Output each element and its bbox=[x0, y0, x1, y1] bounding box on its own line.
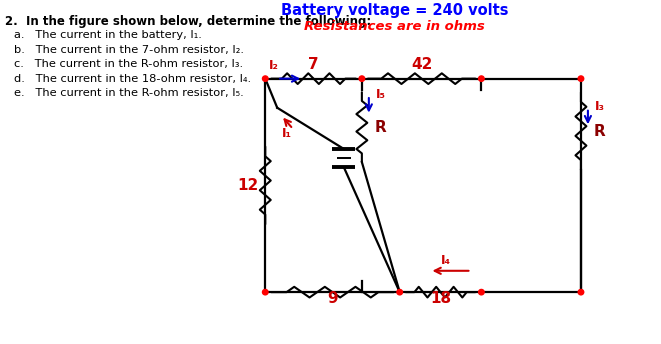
Text: Resistances are in ohms: Resistances are in ohms bbox=[304, 20, 485, 33]
Text: I₂: I₂ bbox=[269, 59, 279, 72]
Circle shape bbox=[479, 76, 484, 82]
Circle shape bbox=[262, 76, 268, 82]
Text: a.   The current in the battery, I₁.: a. The current in the battery, I₁. bbox=[15, 30, 202, 40]
Circle shape bbox=[397, 289, 403, 295]
Circle shape bbox=[578, 76, 584, 82]
Circle shape bbox=[479, 289, 484, 295]
Text: b.   The current in the 7-ohm resistor, I₂.: b. The current in the 7-ohm resistor, I₂… bbox=[15, 45, 245, 55]
Text: 7: 7 bbox=[308, 57, 319, 72]
Text: 12: 12 bbox=[238, 178, 259, 193]
Text: c.   The current in the R-ohm resistor, I₃.: c. The current in the R-ohm resistor, I₃… bbox=[15, 59, 243, 69]
Text: I₄: I₄ bbox=[440, 254, 451, 267]
Text: 9: 9 bbox=[327, 291, 338, 306]
Text: e.   The current in the R-ohm resistor, I₅.: e. The current in the R-ohm resistor, I₅… bbox=[15, 88, 244, 98]
Text: I₅: I₅ bbox=[376, 88, 386, 101]
Circle shape bbox=[262, 289, 268, 295]
Circle shape bbox=[578, 289, 584, 295]
Text: Battery voltage = 240 volts: Battery voltage = 240 volts bbox=[281, 3, 508, 18]
Circle shape bbox=[359, 76, 365, 82]
Text: 42: 42 bbox=[411, 57, 432, 72]
Text: 2.  In the figure shown below, determine the following:: 2. In the figure shown below, determine … bbox=[5, 14, 371, 28]
Text: R: R bbox=[375, 120, 387, 135]
Text: R: R bbox=[594, 123, 605, 139]
Text: 18: 18 bbox=[430, 291, 451, 306]
Text: d.   The current in the 18-ohm resistor, I₄.: d. The current in the 18-ohm resistor, I… bbox=[15, 74, 251, 84]
Text: I₁: I₁ bbox=[282, 127, 292, 140]
Text: I₃: I₃ bbox=[595, 100, 605, 113]
